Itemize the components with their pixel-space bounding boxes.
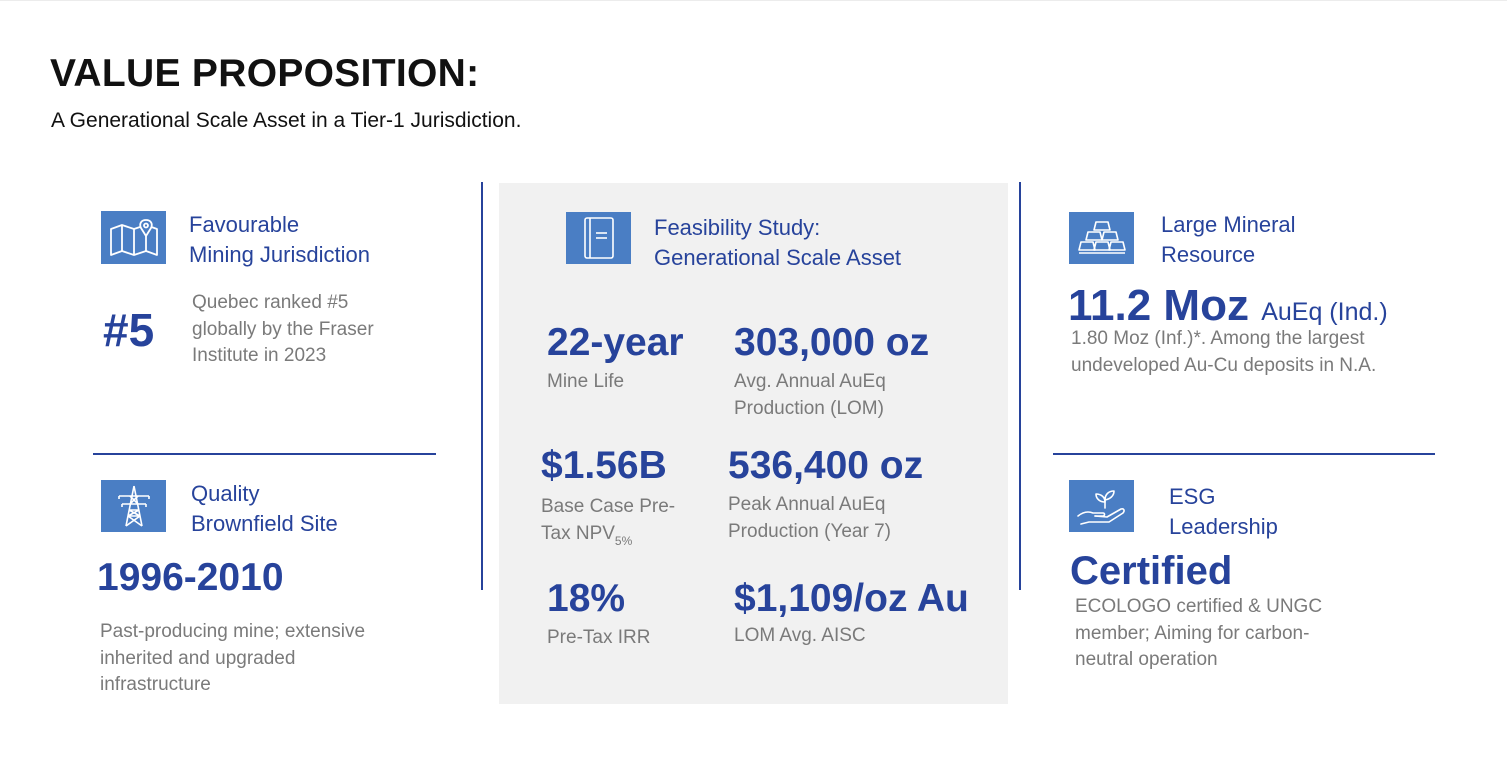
annual-production-label: Avg. Annual AuEq Production (LOM) bbox=[734, 371, 886, 419]
right-vertical-divider bbox=[1019, 182, 1021, 590]
brownfield-years: 1996-2010 bbox=[97, 556, 284, 599]
mine-life-value: 22-year bbox=[547, 321, 684, 364]
resource-value-suffix: AuEq (Ind.) bbox=[1261, 298, 1388, 326]
jurisdiction-description: Quebec ranked #5 globally by the Fraser … bbox=[192, 292, 374, 366]
page-subtitle: A Generational Scale Asset in a Tier-1 J… bbox=[51, 109, 522, 132]
npv-label: Base Case Pre- Tax NPV5% bbox=[541, 496, 676, 548]
left-vertical-divider bbox=[481, 182, 483, 590]
brownfield-heading: Quality Brownfield Site bbox=[191, 481, 338, 536]
resource-description: 1.80 Moz (Inf.)*. Among the largest unde… bbox=[1071, 328, 1377, 376]
right-divider bbox=[1053, 453, 1435, 455]
irr-label: Pre-Tax IRR bbox=[547, 627, 651, 648]
aisc-value: $1,109/oz Au bbox=[734, 577, 969, 620]
esg-heading: ESG Leadership bbox=[1169, 484, 1278, 539]
power-tower-icon bbox=[101, 480, 166, 532]
left-divider bbox=[93, 453, 436, 455]
page-title: VALUE PROPOSITION: bbox=[50, 52, 480, 95]
irr-value: 18% bbox=[547, 577, 626, 620]
peak-production-value: 536,400 oz bbox=[728, 444, 924, 487]
resource-heading: Large Mineral Resource bbox=[1161, 212, 1296, 267]
plant-hand-icon bbox=[1069, 480, 1134, 532]
feasibility-heading: Feasibility Study: Generational Scale As… bbox=[654, 215, 902, 270]
resource-value: 11.2 Moz AuEq (Ind.) bbox=[1068, 281, 1388, 330]
jurisdiction-rank: #5 bbox=[103, 304, 155, 356]
jurisdiction-heading: Favourable Mining Jurisdiction bbox=[189, 212, 370, 267]
brownfield-description: Past-producing mine; extensive inherited… bbox=[100, 621, 366, 695]
annual-production-value: 303,000 oz bbox=[734, 321, 930, 364]
mine-life-label: Mine Life bbox=[547, 371, 625, 392]
map-pin-icon bbox=[101, 211, 166, 264]
aisc-label: LOM Avg. AISC bbox=[734, 625, 866, 646]
top-border bbox=[0, 0, 1507, 1]
peak-production-label: Peak Annual AuEq Production (Year 7) bbox=[728, 494, 892, 542]
esg-description: ECOLOGO certified & UNGC member; Aiming … bbox=[1075, 596, 1323, 670]
gold-bars-icon bbox=[1069, 212, 1134, 264]
feasibility-panel bbox=[499, 183, 1008, 704]
document-icon bbox=[566, 212, 631, 264]
npv-value: $1.56B bbox=[541, 444, 667, 487]
esg-value: Certified bbox=[1070, 549, 1233, 593]
